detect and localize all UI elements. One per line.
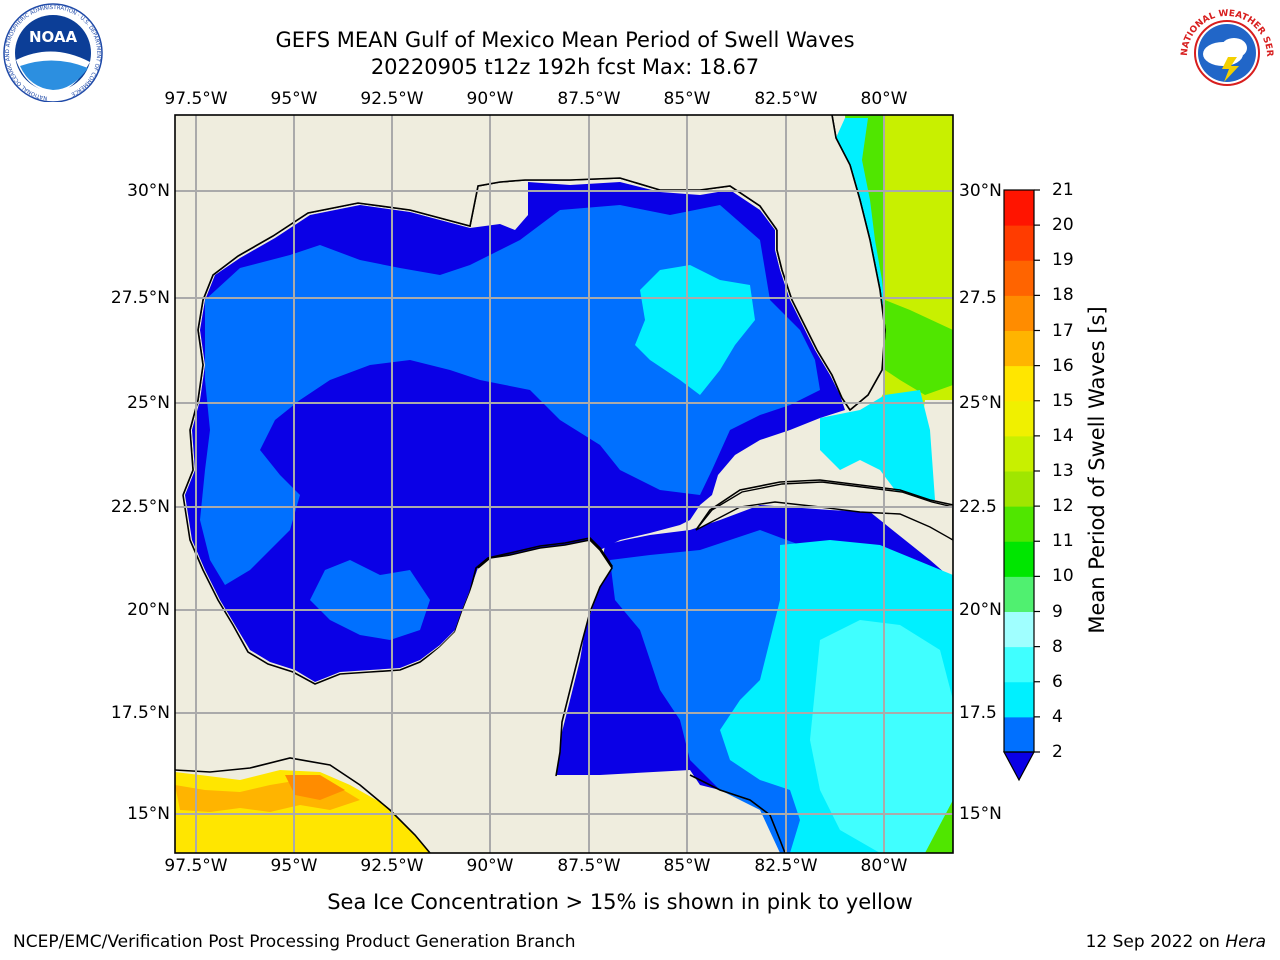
colorbar-tick-label: 12 xyxy=(1052,496,1074,517)
lat-tick-left: 22.5°N xyxy=(110,497,170,517)
lat-tick-right: 20°N xyxy=(959,600,1002,620)
cuba-land xyxy=(695,481,953,541)
footer-date: 12 Sep 2022 on Hera xyxy=(1086,932,1266,952)
colorbar-tick-label: 9 xyxy=(1052,601,1063,622)
lon-tick-top: 80°W xyxy=(860,89,908,109)
colorbar-tick-label: 17 xyxy=(1052,320,1074,341)
lat-tick-left: 27.5°N xyxy=(110,288,170,308)
pacific-region-darkorange xyxy=(285,775,345,800)
lon-tick-bottom: 90°W xyxy=(466,856,514,876)
lon-tick-top: 87.5°W xyxy=(557,89,621,109)
lat-tick-left: 25°N xyxy=(127,393,170,413)
colorbar-tick-label: 11 xyxy=(1052,531,1074,552)
colorbar-tick-label: 6 xyxy=(1052,671,1063,692)
noaa-logo: NOAA NATIONAL OCEANIC AND ATMOSPHERIC AD… xyxy=(2,2,104,103)
lat-tick-left: 30°N xyxy=(127,181,170,201)
lat-tick-right: 25°N xyxy=(959,393,1002,413)
pacific-water xyxy=(175,770,430,853)
lat-tick-right: 15°N xyxy=(959,804,1002,824)
caribbean-region-light xyxy=(810,620,953,853)
graticule xyxy=(175,115,953,853)
lon-tick-bottom: 82.5°W xyxy=(754,856,818,876)
lon-tick-bottom: 92.5°W xyxy=(360,856,424,876)
colorbar-tick-label: 18 xyxy=(1052,285,1074,306)
lat-tick-left: 17.5°N xyxy=(110,703,170,723)
lon-tick-bottom: 87.5°W xyxy=(557,856,621,876)
yucatan-land xyxy=(410,540,612,780)
lon-tick-top: 90°W xyxy=(466,89,514,109)
colorbar-tick-label: 16 xyxy=(1052,355,1074,376)
florida-land xyxy=(760,115,885,410)
colorbar-tick-label: 13 xyxy=(1052,461,1074,481)
lon-tick-top: 95°W xyxy=(270,89,318,109)
footer-host: Hera xyxy=(1225,932,1266,952)
chart-subtitle: 20220905 t12z 192h fcst Max: 18.67 xyxy=(370,55,760,79)
lon-tick-bottom: 97.5°W xyxy=(164,856,228,876)
map-frame xyxy=(174,114,954,854)
atlantic-region-green xyxy=(845,115,953,395)
colorbar-tick-label: 19 xyxy=(1052,250,1074,271)
lat-tick-left: 20°N xyxy=(127,600,170,620)
colorbar-tick-label: 8 xyxy=(1052,636,1063,657)
footer-date-text: 12 Sep 2022 on xyxy=(1085,932,1226,952)
chart-title: GEFS MEAN Gulf of Mexico Mean Period of … xyxy=(275,28,855,52)
gulf-region-mid-2 xyxy=(310,560,430,640)
lat-tick-left: 15°N xyxy=(127,804,170,824)
colorbar-tick-label: 20 xyxy=(1052,215,1074,236)
sea-ice-note: Sea Ice Concentration > 15% is shown in … xyxy=(327,890,913,914)
lon-tick-bottom: 95°W xyxy=(270,856,318,876)
lon-tick-top: 82.5°W xyxy=(754,89,818,109)
colorbar-tick-label: 2 xyxy=(1052,742,1063,762)
footer-credit: NCEP/EMC/Verification Post Processing Pr… xyxy=(13,932,576,952)
lat-tick-right: 27.5 xyxy=(959,288,997,308)
lat-tick-right: 17.5 xyxy=(959,703,997,723)
lon-tick-top: 97.5°W xyxy=(164,89,228,109)
colorbar-tick-label: 21 xyxy=(1052,180,1074,200)
lon-tick-bottom: 85°W xyxy=(663,856,711,876)
lon-tick-top: 92.5°W xyxy=(360,89,424,109)
svg-text:NOAA: NOAA xyxy=(29,28,78,46)
colorbar-tick-label: 4 xyxy=(1052,706,1063,727)
yucatan-coast xyxy=(477,539,613,777)
lon-tick-bottom: 80°W xyxy=(860,856,908,876)
lat-tick-right: 22.5 xyxy=(959,497,997,517)
colorbar-tick-label: 14 xyxy=(1052,425,1074,446)
north-coast-land xyxy=(175,115,832,495)
florida-straits-water xyxy=(820,390,935,505)
lon-tick-top: 85°W xyxy=(663,89,711,109)
colorbar-tick-label: 15 xyxy=(1052,390,1074,411)
colorbar-label: Mean Period of Swell Waves [s] xyxy=(1085,306,1109,634)
colorbar-tick-label: 10 xyxy=(1052,566,1074,587)
nws-logo: NATIONAL WEATHER SERVICE xyxy=(1173,0,1278,102)
lat-tick-right: 30°N xyxy=(959,181,1002,201)
